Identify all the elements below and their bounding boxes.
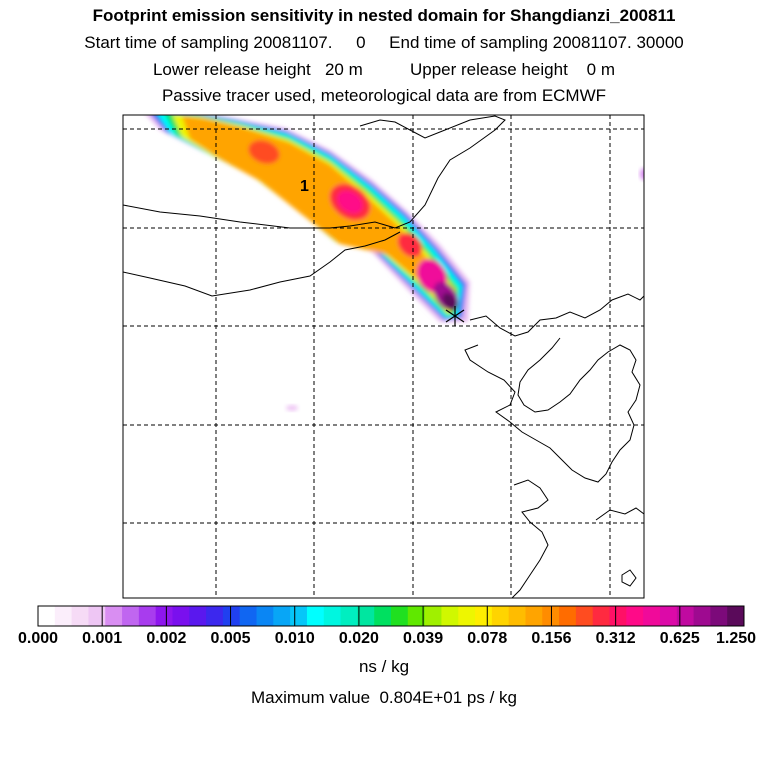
colorbar-swatch bbox=[391, 606, 409, 626]
colorbar-swatch bbox=[138, 606, 157, 626]
colorbar-swatch bbox=[676, 606, 695, 626]
plume-core-red-1 bbox=[248, 140, 280, 164]
colorbar-swatch bbox=[222, 606, 241, 626]
colorbar-swatch bbox=[54, 606, 73, 626]
coast-inlet bbox=[595, 507, 644, 521]
colorbar-swatch bbox=[542, 606, 560, 626]
colorbar-tick-label: 0.625 bbox=[659, 630, 700, 647]
plume-core-dark bbox=[442, 293, 458, 311]
colorbar-swatch bbox=[172, 606, 190, 626]
colorbar-swatch bbox=[206, 606, 224, 626]
release-height-line: Lower release height 20 m Upper release … bbox=[152, 60, 616, 79]
colorbar-swatch bbox=[559, 606, 577, 626]
colorbar-swatch bbox=[592, 606, 611, 626]
colorbar-swatch bbox=[374, 606, 392, 626]
colorbar-swatch bbox=[88, 606, 106, 626]
colorbar-swatch bbox=[525, 606, 543, 626]
colorbar-swatch bbox=[475, 606, 493, 626]
colorbar-tick-label: 0.001 bbox=[82, 630, 123, 647]
grid-lines bbox=[123, 115, 644, 598]
colorbar-swatch bbox=[693, 606, 711, 626]
map-outlines bbox=[123, 115, 644, 598]
border-upper bbox=[123, 115, 506, 229]
coast-islet bbox=[621, 569, 637, 587]
colorbar-swatch bbox=[626, 606, 644, 626]
plot-area bbox=[123, 115, 644, 598]
border-lower bbox=[123, 231, 401, 297]
colorbar-swatch bbox=[441, 606, 459, 626]
colorbar-swatch bbox=[306, 606, 325, 626]
colorbar-swatch bbox=[575, 606, 594, 626]
colorbar-swatch bbox=[38, 606, 56, 626]
colorbar-tick-label: 0.005 bbox=[210, 630, 251, 647]
plot-title: Footprint emission sensitivity in nested… bbox=[92, 6, 676, 25]
colorbar-swatch bbox=[256, 606, 274, 626]
colorbar-tick-label: 1.250 bbox=[715, 630, 757, 647]
colorbar-swatch bbox=[643, 606, 661, 626]
isolated-patch bbox=[286, 405, 298, 411]
contour-label: 1 bbox=[300, 178, 309, 195]
release-site-marker bbox=[445, 306, 465, 326]
colorbar-unit: ns / kg bbox=[358, 657, 410, 676]
colorbar-tick-label: 0.156 bbox=[531, 630, 572, 647]
colorbar-tick-label: 0.010 bbox=[274, 630, 315, 647]
colorbar-tick-label: 0.312 bbox=[595, 630, 636, 647]
colorbar-swatch bbox=[122, 606, 140, 626]
colorbar-swatch bbox=[290, 606, 308, 626]
colorbar-tick-label: 0.039 bbox=[403, 630, 444, 647]
colorbar-swatch bbox=[458, 606, 476, 626]
colorbar-swatch bbox=[508, 606, 526, 626]
colorbar-swatch bbox=[357, 606, 375, 626]
colorbar bbox=[37, 606, 745, 626]
coast-east bbox=[469, 293, 644, 337]
colorbar-swatch bbox=[323, 606, 342, 626]
colorbar-swatch bbox=[340, 606, 358, 626]
colorbar-swatch bbox=[659, 606, 678, 626]
colorbar-tick-label: 0.078 bbox=[467, 630, 508, 647]
colorbar-swatch bbox=[189, 606, 207, 626]
coast-south bbox=[511, 479, 549, 598]
sampling-time-line: Start time of sampling 20081107. 0 End t… bbox=[84, 33, 684, 52]
colorbar-tick-label: 0.000 bbox=[17, 630, 59, 647]
colorbar-swatch bbox=[491, 606, 510, 626]
colorbar-swatch bbox=[710, 606, 728, 626]
colorbar-swatch bbox=[407, 606, 426, 626]
edge-patch bbox=[640, 168, 644, 180]
colorbar-swatch bbox=[239, 606, 258, 626]
colorbar-swatch bbox=[727, 606, 745, 626]
coast-peninsula bbox=[464, 337, 641, 483]
plume-core-magenta-2 bbox=[337, 190, 363, 214]
maximum-value: Maximum value 0.804E+01 ps / kg bbox=[251, 688, 517, 707]
colorbar-swatch bbox=[105, 606, 123, 626]
colorbar-swatch bbox=[71, 606, 89, 626]
colorbar-swatch bbox=[424, 606, 442, 626]
colorbar-swatch bbox=[609, 606, 627, 626]
colorbar-swatch bbox=[273, 606, 291, 626]
plume-band-orange bbox=[182, 116, 452, 310]
colorbar-tick-label: 0.002 bbox=[146, 630, 187, 647]
plot-frame bbox=[122, 114, 645, 599]
tracer-info-line: Passive tracer used, meteorological data… bbox=[161, 86, 607, 105]
colorbar-tick-label: 0.020 bbox=[338, 630, 379, 647]
colorbar-frame bbox=[37, 605, 745, 627]
colorbar-swatch bbox=[155, 606, 173, 626]
plume-core-red-3 bbox=[397, 232, 423, 258]
